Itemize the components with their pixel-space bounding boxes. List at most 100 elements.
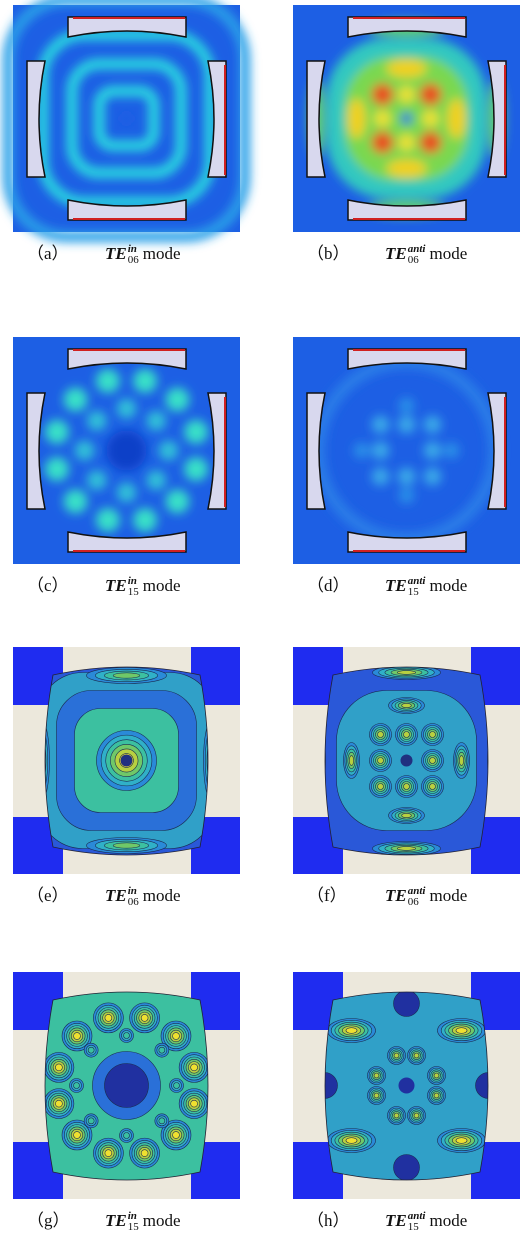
field-spot [399, 488, 415, 504]
field-pattern [34, 667, 220, 855]
panel-label: （e） [27, 886, 69, 905]
panel-label: （b） [307, 244, 350, 263]
field-spot [133, 369, 157, 393]
contour [394, 1155, 420, 1181]
contour [55, 1064, 62, 1071]
panel-label: （c） [27, 576, 69, 595]
contour [456, 1138, 467, 1144]
field-spot [184, 420, 208, 444]
mode-suffix: mode [143, 1211, 181, 1230]
mode-subscript: 06 [408, 254, 420, 266]
mode-suffix: mode [429, 1211, 467, 1230]
contour [374, 1093, 379, 1098]
contour [74, 1083, 80, 1089]
field-spot [399, 398, 415, 414]
contour [173, 1132, 180, 1139]
panel [13, 972, 240, 1199]
field-spot [184, 457, 208, 481]
field-spot [424, 468, 442, 486]
contour [121, 755, 133, 767]
contour [173, 1033, 180, 1040]
contour [113, 843, 140, 848]
contour [404, 732, 410, 738]
contour [434, 1093, 439, 1098]
contour [394, 1053, 399, 1058]
field-spot [64, 489, 88, 513]
mode-subscript: 06 [128, 254, 140, 266]
field-spot [122, 114, 132, 124]
contour [74, 1033, 81, 1040]
contour [141, 1150, 148, 1157]
panel [8, 0, 244, 236]
contour [55, 1100, 62, 1107]
contour [191, 1100, 198, 1107]
contour [414, 1053, 419, 1058]
panel [13, 337, 240, 564]
field-spot [423, 111, 439, 127]
field-spot [348, 99, 366, 139]
panel-label: （a） [27, 244, 69, 263]
panel-label: （g） [27, 1211, 70, 1230]
field-spot [424, 416, 442, 434]
field-spot [399, 87, 415, 103]
mode-symbol: TE [385, 244, 407, 263]
mode-subscript: 15 [408, 586, 420, 598]
field-spot [146, 411, 166, 431]
panel-label: （f） [307, 886, 347, 905]
field-spot [87, 411, 107, 431]
mode-subscript: 15 [128, 1221, 140, 1233]
mode-symbol: TE [105, 244, 127, 263]
mode-subscript: 06 [128, 896, 140, 908]
field-spot [165, 388, 189, 412]
field-spot [399, 135, 415, 151]
field-spot [107, 431, 147, 471]
field-pattern [312, 666, 502, 856]
contour [404, 784, 410, 790]
field-spot [398, 468, 416, 486]
mode-subscript: 06 [408, 896, 420, 908]
panel-label: （d） [307, 576, 350, 595]
field-spot [354, 443, 370, 459]
field-spot [146, 470, 166, 490]
mode-subscript: 15 [128, 586, 140, 598]
mode-symbol: TE [105, 576, 127, 595]
mode-symbol: TE [105, 886, 127, 905]
contour [459, 756, 463, 766]
contour [430, 784, 436, 790]
field-spot [372, 468, 390, 486]
field-pattern [44, 992, 209, 1180]
mode-suffix: mode [429, 886, 467, 905]
contour [397, 847, 416, 851]
field-pattern [312, 991, 502, 1181]
contour [88, 1118, 94, 1124]
mode-suffix: mode [143, 886, 181, 905]
field-spot [372, 84, 394, 106]
contour [378, 784, 384, 790]
field-spot [444, 443, 460, 459]
contour [124, 1033, 130, 1039]
contour [159, 1118, 165, 1124]
contour [174, 1083, 180, 1089]
mode-symbol: TE [385, 886, 407, 905]
contour [378, 758, 384, 764]
field-spot [133, 508, 157, 532]
field-spot [96, 508, 120, 532]
panel [13, 647, 240, 874]
mode-symbol: TE [385, 1211, 407, 1230]
mode-symbol: TE [105, 1211, 127, 1230]
field-spot [372, 416, 390, 434]
field-spot [387, 160, 427, 178]
contour [346, 1028, 357, 1034]
contour [191, 1064, 198, 1071]
contour [402, 813, 412, 817]
contour [430, 732, 436, 738]
panel [293, 647, 520, 874]
mode-suffix: mode [143, 576, 181, 595]
field-spot [372, 442, 390, 460]
field-spot [420, 132, 442, 154]
field-spot [45, 457, 69, 481]
contour [349, 756, 353, 766]
field-spot [372, 132, 394, 154]
page: {"figure": {"panels": [ {"label": "（a）",… [0, 0, 522, 1238]
field-spot [375, 111, 391, 127]
